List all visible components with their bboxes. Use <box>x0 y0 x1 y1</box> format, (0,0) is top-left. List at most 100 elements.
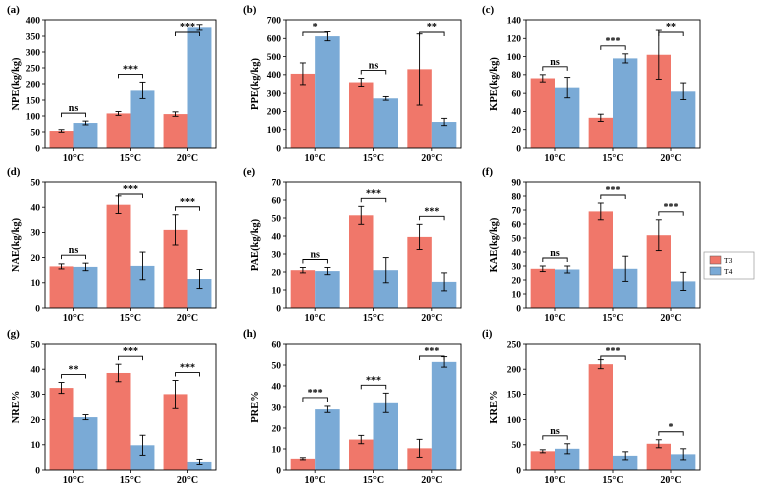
bar-t4-2 <box>671 91 696 148</box>
bar-t4-1 <box>130 265 155 308</box>
significance-bracket <box>118 355 143 361</box>
y-tick-label: 0 <box>35 304 40 314</box>
significance-label: *** <box>664 202 679 213</box>
significance-bracket <box>600 194 626 199</box>
significance-bracket <box>302 259 328 264</box>
y-axis-label: NPE(kg/kg) <box>11 57 22 111</box>
significance-label: *** <box>180 363 195 374</box>
y-tick-label: 40 <box>512 248 522 258</box>
y-tick-label: 60 <box>272 340 282 350</box>
bar-t3-1 <box>106 372 131 470</box>
bar-t3-1 <box>349 439 374 470</box>
y-tick-label: 10 <box>31 441 41 451</box>
y-tick-label: 50 <box>272 214 282 224</box>
x-tick-label: 15°C <box>120 153 141 164</box>
y-tick-label: 300 <box>267 89 282 99</box>
panels-group: (a)NPE(kg/kg)050100150200250300350400ns1… <box>7 4 701 486</box>
significance-bracket <box>542 435 568 440</box>
panel-g: (g) NRE% 0 10 20 30 40 50 ** 10°C *** 15°C *** 20°C <box>7 328 217 486</box>
significance-label: ns <box>550 248 560 259</box>
significance-label: ns <box>69 103 79 114</box>
significance-bracket <box>658 31 684 36</box>
x-tick-label: 10°C <box>63 313 84 324</box>
bar-t3-0 <box>530 451 555 470</box>
significance-bracket <box>302 31 328 36</box>
significance-bracket <box>175 31 200 36</box>
plot-frame <box>525 343 701 471</box>
y-tick-label: 0 <box>516 144 521 154</box>
y-tick-label: 50 <box>512 234 522 244</box>
significance-bracket <box>542 66 568 71</box>
panel-letter: (h) <box>243 328 257 340</box>
significance-bracket <box>360 384 387 390</box>
y-tick-label: 100 <box>26 112 41 122</box>
y-tick-label: 200 <box>26 80 41 90</box>
bar-t4-1 <box>373 98 398 148</box>
bar-t4-1 <box>130 445 155 470</box>
y-tick-label: 20 <box>31 416 41 426</box>
bar-t3-1 <box>106 113 131 148</box>
y-tick-label: 250 <box>26 64 41 74</box>
significance-bracket <box>118 193 143 198</box>
y-tick-label: 60 <box>272 196 282 206</box>
y-tick-label: 20 <box>272 424 282 434</box>
plot-frame <box>44 181 217 309</box>
y-tick-label: 90 <box>512 178 522 188</box>
panel-letter: (d) <box>7 166 21 178</box>
bar-t4-1 <box>613 58 638 148</box>
significance-label: *** <box>606 346 621 357</box>
y-tick-label: 0 <box>516 304 521 314</box>
x-tick-label: 15°C <box>602 475 623 486</box>
bar-t4-1 <box>373 402 398 470</box>
y-tick-label: 600 <box>267 35 282 45</box>
significance-bracket <box>61 254 86 260</box>
x-tick-label: 10°C <box>63 475 84 486</box>
significance-bracket <box>419 31 445 36</box>
significance-bracket <box>175 206 200 211</box>
x-tick-label: 20°C <box>177 313 198 324</box>
bar-t3-1 <box>588 117 613 148</box>
significance-bracket <box>118 73 143 79</box>
significance-label: ** <box>427 22 437 33</box>
significance-label: *** <box>123 346 138 357</box>
x-tick-label: 20°C <box>421 313 442 324</box>
bar-t4-1 <box>130 90 155 148</box>
significance-label: *** <box>424 346 439 357</box>
bar-t3-2 <box>163 394 188 470</box>
x-tick-label: 15°C <box>602 153 623 164</box>
y-tick-label: 30 <box>272 403 282 413</box>
y-tick-label: 70 <box>512 206 522 216</box>
legend-label-t3: T3 <box>724 256 733 265</box>
y-tick-label: 140 <box>507 16 522 26</box>
panel-letter: (e) <box>243 166 256 178</box>
panel-letter: (f) <box>482 166 493 178</box>
legend: T3 T4 <box>703 251 755 280</box>
y-tick-label: 20 <box>272 268 282 278</box>
plot-frame <box>44 19 217 149</box>
x-tick-label: 20°C <box>421 475 442 486</box>
significance-bracket <box>419 215 445 221</box>
y-tick-label: 80 <box>512 71 522 81</box>
significance-bracket <box>360 70 387 75</box>
significance-label: ns <box>310 250 320 261</box>
significance-label: *** <box>606 36 621 47</box>
x-tick-label: 10°C <box>544 475 565 486</box>
bar-t4-0 <box>73 266 98 308</box>
significance-label: *** <box>180 22 195 33</box>
y-tick-label: 40 <box>31 366 41 376</box>
y-tick-label: 0 <box>35 144 40 154</box>
bar-t3-1 <box>349 82 374 148</box>
y-tick-label: 30 <box>31 229 41 239</box>
significance-label: *** <box>424 206 439 217</box>
bar-t3-0 <box>49 131 74 148</box>
y-tick-label: 10 <box>272 445 282 455</box>
bar-t3-1 <box>588 364 613 470</box>
panel-letter: (b) <box>243 4 257 16</box>
y-tick-label: 10 <box>31 279 41 289</box>
y-tick-label: 30 <box>512 262 522 272</box>
y-tick-label: 80 <box>512 192 522 202</box>
x-tick-label: 20°C <box>177 153 198 164</box>
y-axis-label: KPE(kg/kg) <box>489 57 500 111</box>
significance-label: * <box>669 422 674 433</box>
